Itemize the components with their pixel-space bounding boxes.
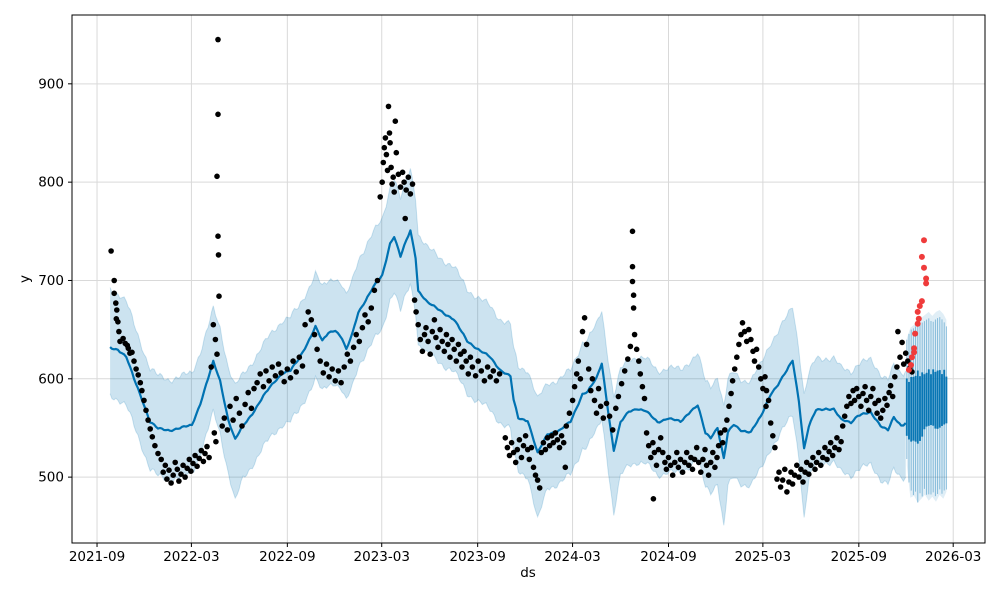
flagged-points bbox=[905, 237, 930, 373]
y-tick-label: 900 bbox=[38, 76, 64, 92]
x-tick-label: 2024-09 bbox=[640, 549, 696, 565]
x-tick-label: 2023-09 bbox=[449, 549, 505, 565]
y-tick-label: 500 bbox=[38, 470, 64, 486]
observed-points bbox=[108, 36, 915, 502]
y-tick-label: 700 bbox=[38, 273, 64, 289]
x-tick-label: 2025-09 bbox=[831, 549, 887, 565]
x-tick-label: 2026-03 bbox=[925, 549, 981, 565]
y-tick-label: 800 bbox=[38, 175, 64, 191]
y-tick-label: 600 bbox=[38, 371, 64, 387]
x-tick-label: 2023-03 bbox=[354, 549, 410, 565]
x-tick-label: 2021-09 bbox=[69, 549, 125, 565]
plot-border bbox=[71, 14, 986, 544]
y-axis: 500 600 700 800 900 bbox=[38, 76, 72, 486]
x-axis-label: ds bbox=[520, 565, 536, 581]
y-axis-label: y bbox=[17, 275, 33, 283]
x-tick-label: 2025-03 bbox=[735, 549, 791, 565]
x-tick-label: 2024-03 bbox=[544, 549, 600, 565]
x-tick-label: 2022-09 bbox=[259, 549, 315, 565]
future-forecast bbox=[905, 310, 948, 503]
grid bbox=[72, 15, 985, 543]
x-tick-label: 2022-03 bbox=[163, 549, 219, 565]
x-axis: 2021-09 2022-03 2022-09 2023-03 2023-09 2024-… bbox=[69, 543, 981, 565]
uncertainty-band bbox=[109, 168, 907, 526]
